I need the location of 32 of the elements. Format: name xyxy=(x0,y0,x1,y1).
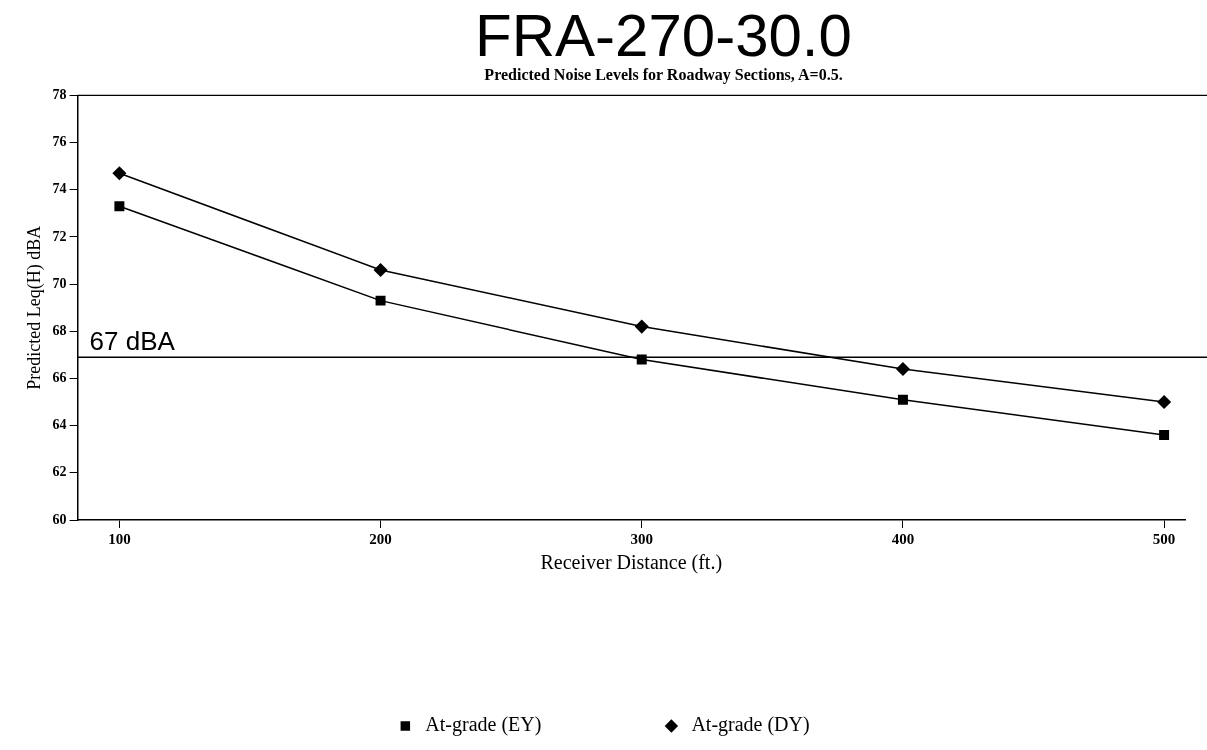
chart-title: FRA-270-30.0 xyxy=(474,2,853,69)
point xyxy=(112,166,127,180)
y-axis-title: Predicted Leq(H) dBA xyxy=(23,225,45,390)
y-tick-label: 60 xyxy=(52,511,67,527)
y-tick-label: 68 xyxy=(52,322,67,338)
x-axis-title: Receiver Distance (ft.) xyxy=(540,551,723,575)
point xyxy=(896,362,910,376)
legend-label: At-grade (DY) xyxy=(691,713,810,737)
x-tick-label: 400 xyxy=(891,530,915,547)
y-tick-label: 74 xyxy=(52,181,67,197)
x-tick-label: 500 xyxy=(1152,530,1176,547)
point xyxy=(897,394,908,405)
point xyxy=(635,319,649,334)
y-tick-label: 62 xyxy=(52,464,67,480)
y-tick-label: 72 xyxy=(52,228,67,244)
x-tick-label: 200 xyxy=(369,530,392,547)
point xyxy=(114,201,125,212)
y-tick-label: 70 xyxy=(52,275,67,291)
point xyxy=(1157,395,1171,409)
point xyxy=(373,263,388,277)
point xyxy=(1159,430,1170,441)
point xyxy=(636,354,647,365)
y-tick-label: 66 xyxy=(52,370,67,386)
ref-line-label: 67 dBA xyxy=(89,326,176,357)
y-tick-label: 64 xyxy=(52,417,67,433)
y-tick-label: 78 xyxy=(52,87,67,103)
x-tick-label: 100 xyxy=(108,530,131,547)
chart-subtitle: Predicted Noise Levels for Roadway Sections, A=0.5. xyxy=(483,66,844,84)
y-tick-label: 76 xyxy=(52,134,67,150)
legend-label: At-grade (EY) xyxy=(425,713,542,737)
point xyxy=(375,295,386,306)
x-tick-label: 300 xyxy=(630,530,653,547)
